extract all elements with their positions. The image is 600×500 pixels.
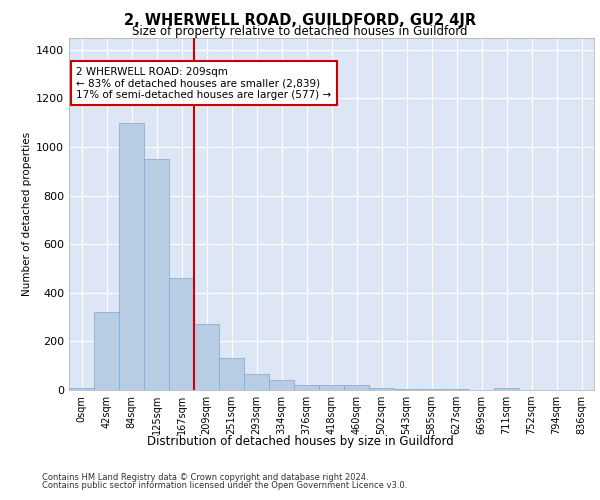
Bar (369, 388, 394, 390)
Text: 2 WHERWELL ROAD: 209sqm
← 83% of detached houses are smaller (2,839)
17% of semi: 2 WHERWELL ROAD: 209sqm ← 83% of detache… (77, 66, 332, 100)
Bar (494, 388, 519, 390)
Bar (119, 122, 144, 390)
Bar (344, 385, 369, 390)
Text: 2, WHERWELL ROAD, GUILDFORD, GU2 4JR: 2, WHERWELL ROAD, GUILDFORD, GU2 4JR (124, 12, 476, 28)
Text: Distribution of detached houses by size in Guildford: Distribution of detached houses by size … (146, 435, 454, 448)
Bar (444, 389, 469, 390)
Text: Size of property relative to detached houses in Guildford: Size of property relative to detached ho… (132, 25, 468, 38)
Text: Contains HM Land Registry data © Crown copyright and database right 2024.: Contains HM Land Registry data © Crown c… (42, 472, 368, 482)
Bar (269, 380, 294, 390)
Bar (169, 278, 194, 390)
Bar (419, 389, 444, 390)
Bar (69, 388, 94, 390)
Bar (219, 358, 244, 390)
Bar (144, 159, 169, 390)
Bar (319, 385, 344, 390)
Text: Contains public sector information licensed under the Open Government Licence v3: Contains public sector information licen… (42, 481, 407, 490)
Bar (94, 312, 119, 390)
Bar (294, 385, 319, 390)
Bar (394, 389, 419, 390)
Bar (194, 324, 219, 390)
Y-axis label: Number of detached properties: Number of detached properties (22, 132, 32, 296)
Bar (244, 374, 269, 390)
